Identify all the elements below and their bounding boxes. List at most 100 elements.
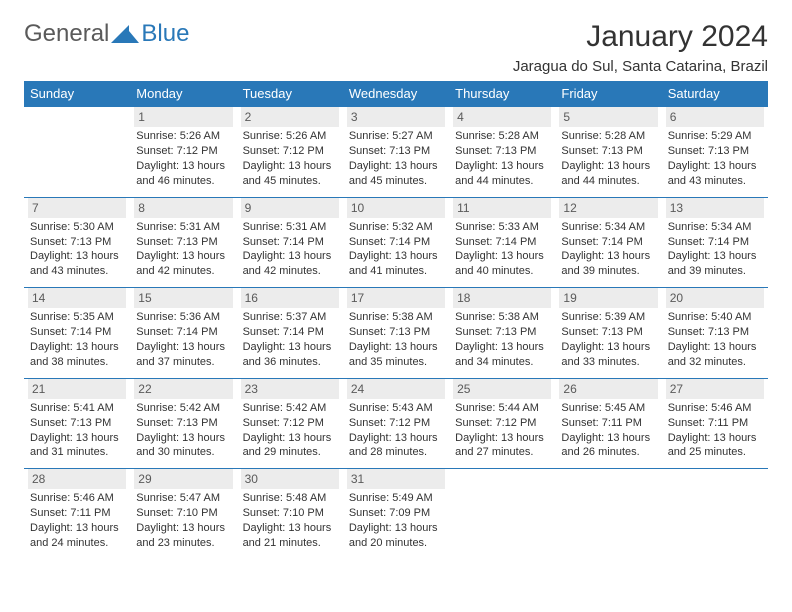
daylight-text: Daylight: 13 hours and 45 minutes. <box>243 159 337 189</box>
calendar-day-cell <box>662 469 768 559</box>
day-info: Sunrise: 5:48 AMSunset: 7:10 PMDaylight:… <box>241 491 339 550</box>
sunrise-text: Sunrise: 5:35 AM <box>30 310 124 325</box>
title-block: January 2024 Jaragua do Sul, Santa Catar… <box>513 20 768 75</box>
day-info: Sunrise: 5:44 AMSunset: 7:12 PMDaylight:… <box>453 401 551 460</box>
sunrise-text: Sunrise: 5:49 AM <box>349 491 443 506</box>
calendar-week-row: 1Sunrise: 5:26 AMSunset: 7:12 PMDaylight… <box>24 107 768 198</box>
daylight-text: Daylight: 13 hours and 35 minutes. <box>349 340 443 370</box>
calendar-day-cell: 13Sunrise: 5:34 AMSunset: 7:14 PMDayligh… <box>662 197 768 288</box>
day-number: 29 <box>134 469 232 489</box>
daylight-text: Daylight: 13 hours and 26 minutes. <box>561 431 655 461</box>
sunset-text: Sunset: 7:13 PM <box>30 416 124 431</box>
day-number: 10 <box>347 198 445 218</box>
day-number: 3 <box>347 107 445 127</box>
day-info: Sunrise: 5:42 AMSunset: 7:13 PMDaylight:… <box>134 401 232 460</box>
sunrise-text: Sunrise: 5:46 AM <box>30 491 124 506</box>
sunrise-text: Sunrise: 5:38 AM <box>455 310 549 325</box>
sunrise-text: Sunrise: 5:43 AM <box>349 401 443 416</box>
calendar-day-cell: 20Sunrise: 5:40 AMSunset: 7:13 PMDayligh… <box>662 288 768 379</box>
day-number: 25 <box>453 379 551 399</box>
calendar-day-cell: 4Sunrise: 5:28 AMSunset: 7:13 PMDaylight… <box>449 107 555 198</box>
sunset-text: Sunset: 7:12 PM <box>349 416 443 431</box>
weekday-header: Sunday <box>24 81 130 107</box>
sunrise-text: Sunrise: 5:48 AM <box>243 491 337 506</box>
daylight-text: Daylight: 13 hours and 30 minutes. <box>136 431 230 461</box>
sunset-text: Sunset: 7:12 PM <box>243 416 337 431</box>
sunset-text: Sunset: 7:13 PM <box>455 325 549 340</box>
day-info: Sunrise: 5:28 AMSunset: 7:13 PMDaylight:… <box>559 129 657 188</box>
day-number: 27 <box>666 379 764 399</box>
day-info: Sunrise: 5:26 AMSunset: 7:12 PMDaylight:… <box>134 129 232 188</box>
calendar-day-cell: 25Sunrise: 5:44 AMSunset: 7:12 PMDayligh… <box>449 378 555 469</box>
sunrise-text: Sunrise: 5:34 AM <box>561 220 655 235</box>
calendar-day-cell: 2Sunrise: 5:26 AMSunset: 7:12 PMDaylight… <box>237 107 343 198</box>
day-info: Sunrise: 5:31 AMSunset: 7:13 PMDaylight:… <box>134 220 232 279</box>
day-info: Sunrise: 5:46 AMSunset: 7:11 PMDaylight:… <box>28 491 126 550</box>
sunset-text: Sunset: 7:12 PM <box>455 416 549 431</box>
calendar-week-row: 14Sunrise: 5:35 AMSunset: 7:14 PMDayligh… <box>24 288 768 379</box>
sunset-text: Sunset: 7:09 PM <box>349 506 443 521</box>
day-number: 18 <box>453 288 551 308</box>
weekday-header: Tuesday <box>237 81 343 107</box>
day-info: Sunrise: 5:49 AMSunset: 7:09 PMDaylight:… <box>347 491 445 550</box>
sunrise-text: Sunrise: 5:27 AM <box>349 129 443 144</box>
daylight-text: Daylight: 13 hours and 41 minutes. <box>349 249 443 279</box>
day-info: Sunrise: 5:45 AMSunset: 7:11 PMDaylight:… <box>559 401 657 460</box>
sunset-text: Sunset: 7:14 PM <box>30 325 124 340</box>
sunrise-text: Sunrise: 5:42 AM <box>243 401 337 416</box>
day-number: 26 <box>559 379 657 399</box>
day-info: Sunrise: 5:43 AMSunset: 7:12 PMDaylight:… <box>347 401 445 460</box>
sunrise-text: Sunrise: 5:40 AM <box>668 310 762 325</box>
calendar-day-cell: 29Sunrise: 5:47 AMSunset: 7:10 PMDayligh… <box>130 469 236 559</box>
day-number: 30 <box>241 469 339 489</box>
calendar-day-cell: 5Sunrise: 5:28 AMSunset: 7:13 PMDaylight… <box>555 107 661 198</box>
calendar-day-cell: 3Sunrise: 5:27 AMSunset: 7:13 PMDaylight… <box>343 107 449 198</box>
calendar-day-cell: 10Sunrise: 5:32 AMSunset: 7:14 PMDayligh… <box>343 197 449 288</box>
daylight-text: Daylight: 13 hours and 31 minutes. <box>30 431 124 461</box>
day-info: Sunrise: 5:33 AMSunset: 7:14 PMDaylight:… <box>453 220 551 279</box>
calendar-page: General Blue January 2024 Jaragua do Sul… <box>0 0 792 612</box>
day-number: 23 <box>241 379 339 399</box>
sunrise-text: Sunrise: 5:34 AM <box>668 220 762 235</box>
daylight-text: Daylight: 13 hours and 24 minutes. <box>30 521 124 551</box>
day-number: 8 <box>134 198 232 218</box>
sunrise-text: Sunrise: 5:33 AM <box>455 220 549 235</box>
sunrise-text: Sunrise: 5:42 AM <box>136 401 230 416</box>
sunset-text: Sunset: 7:13 PM <box>561 144 655 159</box>
day-info: Sunrise: 5:26 AMSunset: 7:12 PMDaylight:… <box>241 129 339 188</box>
sunrise-text: Sunrise: 5:45 AM <box>561 401 655 416</box>
calendar-day-cell: 14Sunrise: 5:35 AMSunset: 7:14 PMDayligh… <box>24 288 130 379</box>
calendar-day-cell: 31Sunrise: 5:49 AMSunset: 7:09 PMDayligh… <box>343 469 449 559</box>
day-info: Sunrise: 5:40 AMSunset: 7:13 PMDaylight:… <box>666 310 764 369</box>
day-info: Sunrise: 5:39 AMSunset: 7:13 PMDaylight:… <box>559 310 657 369</box>
day-number: 1 <box>134 107 232 127</box>
calendar-day-cell: 6Sunrise: 5:29 AMSunset: 7:13 PMDaylight… <box>662 107 768 198</box>
daylight-text: Daylight: 13 hours and 44 minutes. <box>455 159 549 189</box>
day-number: 11 <box>453 198 551 218</box>
sunset-text: Sunset: 7:14 PM <box>455 235 549 250</box>
day-info: Sunrise: 5:30 AMSunset: 7:13 PMDaylight:… <box>28 220 126 279</box>
weekday-header: Friday <box>555 81 661 107</box>
day-info: Sunrise: 5:32 AMSunset: 7:14 PMDaylight:… <box>347 220 445 279</box>
calendar-day-cell: 19Sunrise: 5:39 AMSunset: 7:13 PMDayligh… <box>555 288 661 379</box>
sunrise-text: Sunrise: 5:28 AM <box>455 129 549 144</box>
sunrise-text: Sunrise: 5:26 AM <box>136 129 230 144</box>
calendar-header-row: SundayMondayTuesdayWednesdayThursdayFrid… <box>24 81 768 107</box>
daylight-text: Daylight: 13 hours and 39 minutes. <box>668 249 762 279</box>
day-number: 9 <box>241 198 339 218</box>
calendar-day-cell: 1Sunrise: 5:26 AMSunset: 7:12 PMDaylight… <box>130 107 236 198</box>
calendar-day-cell <box>24 107 130 198</box>
calendar-day-cell: 12Sunrise: 5:34 AMSunset: 7:14 PMDayligh… <box>555 197 661 288</box>
calendar-day-cell: 8Sunrise: 5:31 AMSunset: 7:13 PMDaylight… <box>130 197 236 288</box>
daylight-text: Daylight: 13 hours and 45 minutes. <box>349 159 443 189</box>
day-info: Sunrise: 5:27 AMSunset: 7:13 PMDaylight:… <box>347 129 445 188</box>
sunset-text: Sunset: 7:13 PM <box>349 325 443 340</box>
calendar-body: 1Sunrise: 5:26 AMSunset: 7:12 PMDaylight… <box>24 107 768 559</box>
logo-triangle-icon <box>111 25 139 43</box>
calendar-day-cell: 9Sunrise: 5:31 AMSunset: 7:14 PMDaylight… <box>237 197 343 288</box>
sunset-text: Sunset: 7:12 PM <box>243 144 337 159</box>
sunset-text: Sunset: 7:13 PM <box>668 325 762 340</box>
day-number: 5 <box>559 107 657 127</box>
calendar-day-cell: 22Sunrise: 5:42 AMSunset: 7:13 PMDayligh… <box>130 378 236 469</box>
weekday-header: Monday <box>130 81 236 107</box>
